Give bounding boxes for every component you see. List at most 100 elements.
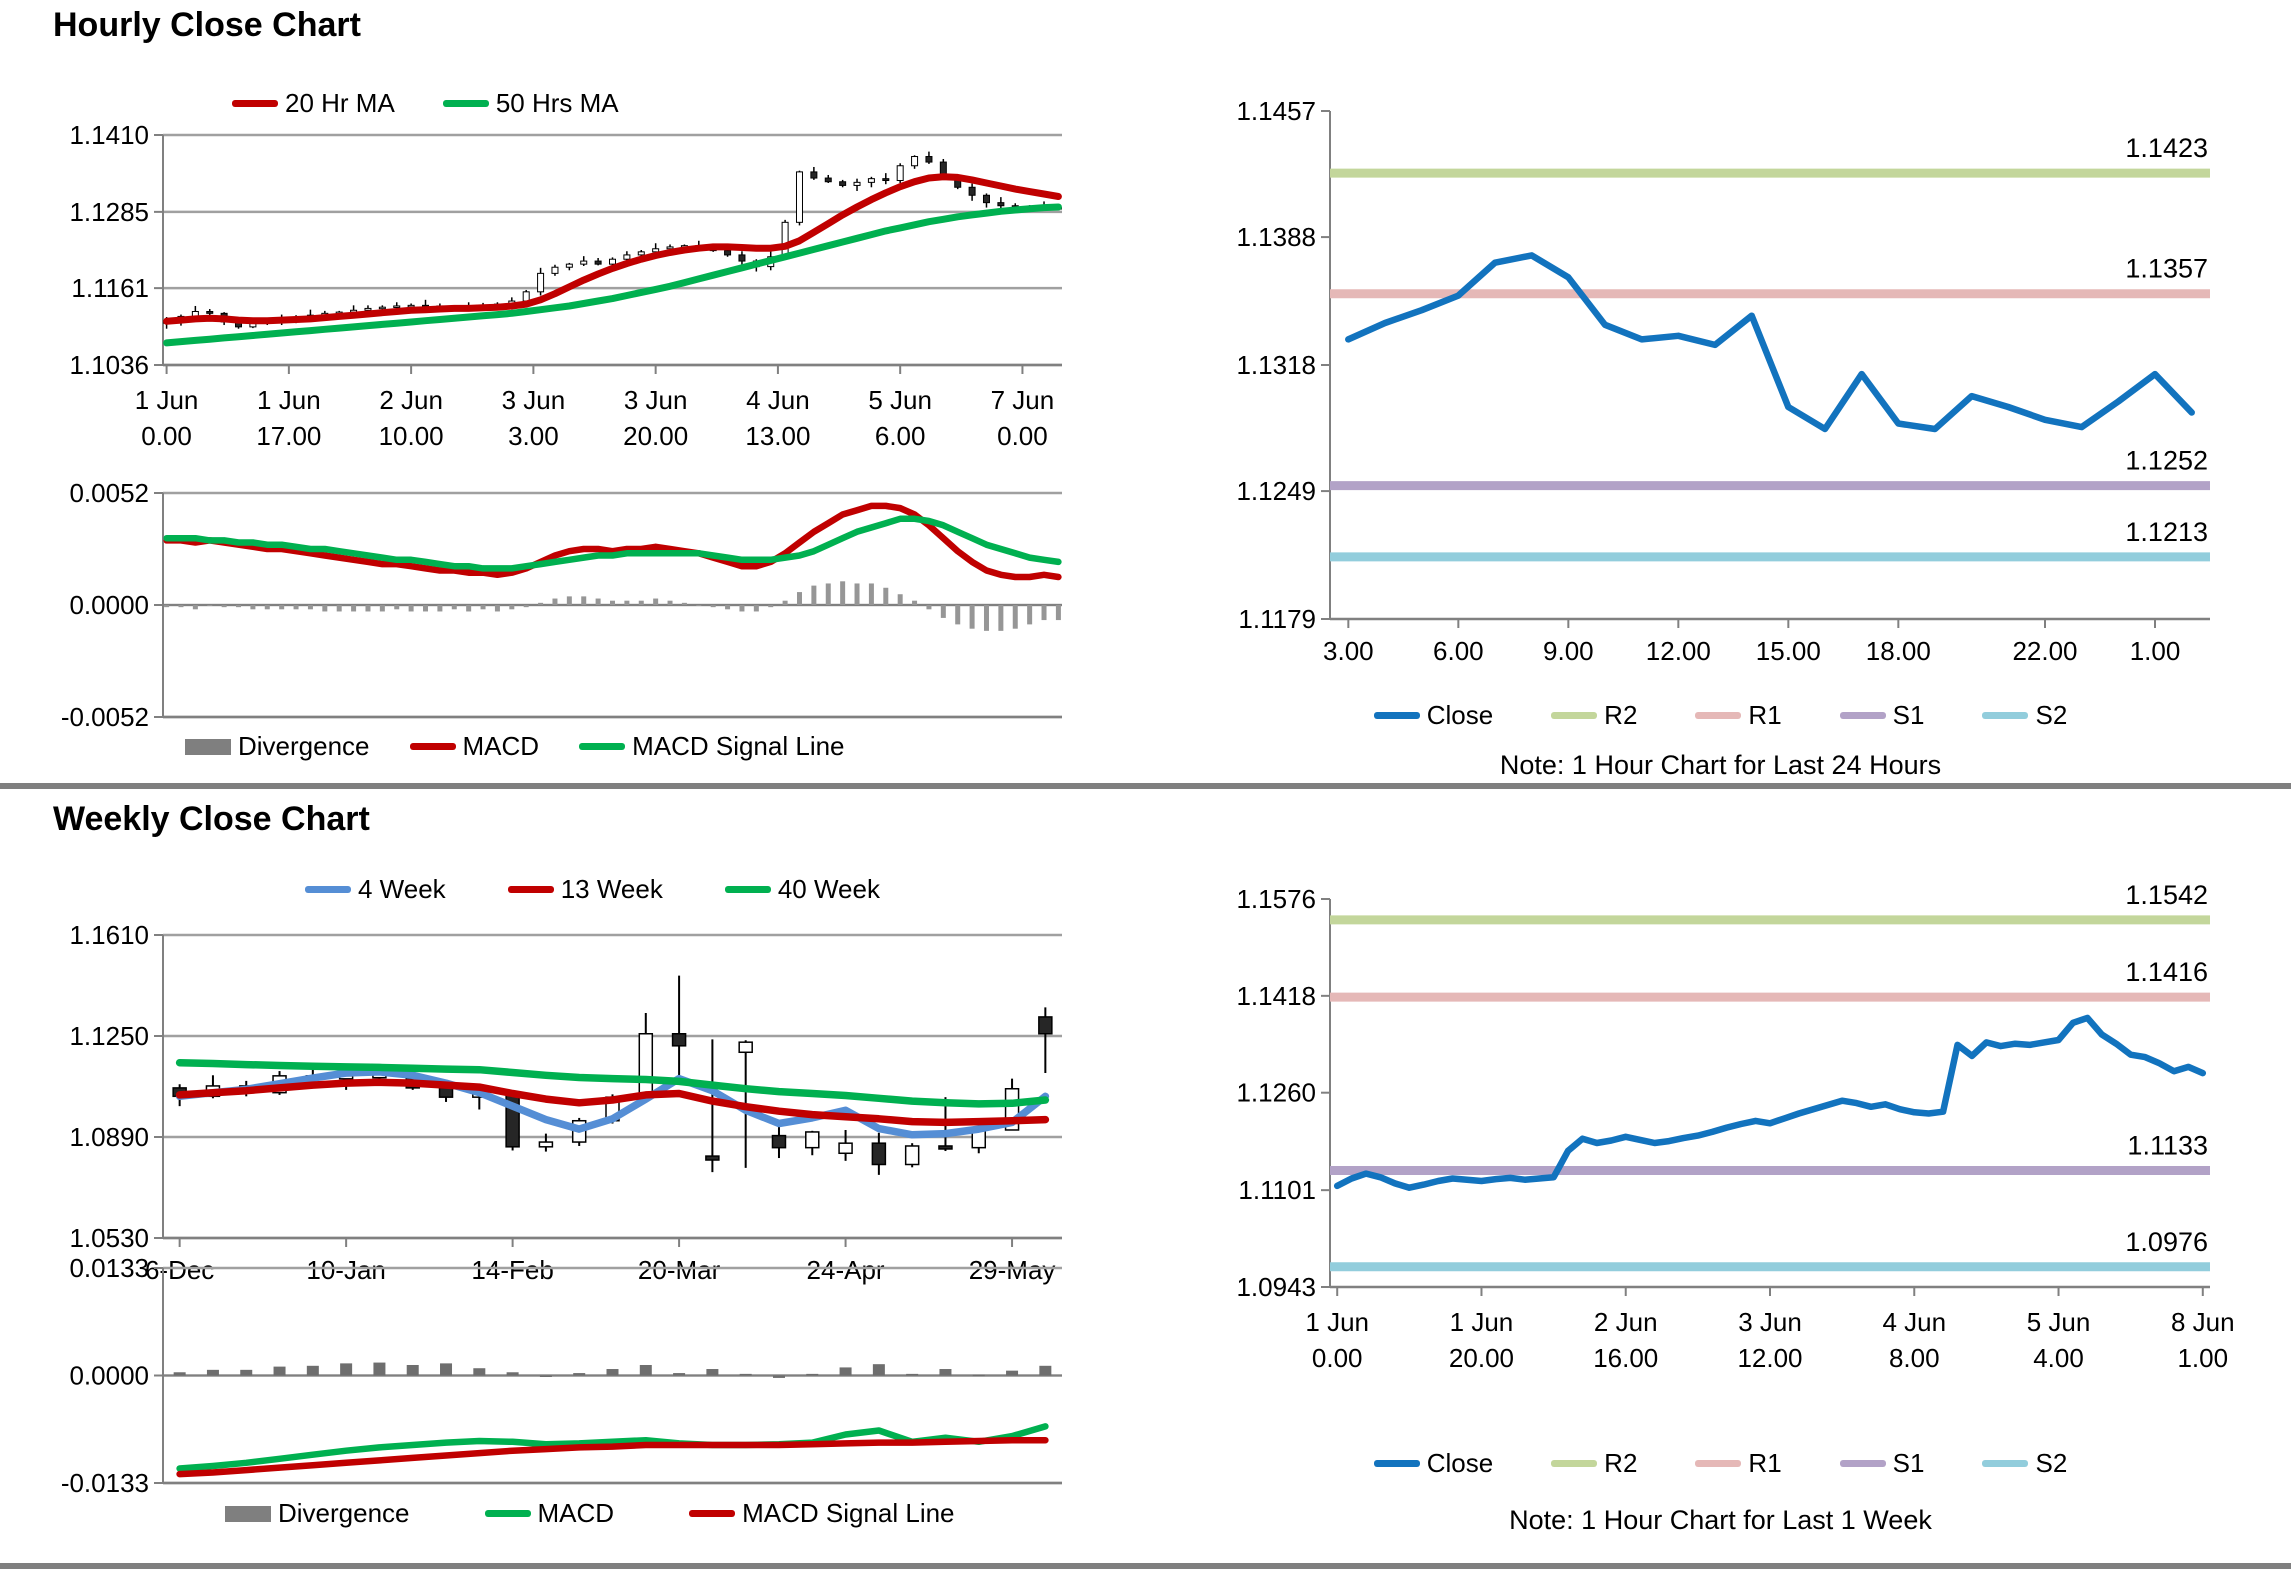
divergence-bar <box>336 605 342 612</box>
divergence-bar <box>595 598 601 605</box>
candle-body <box>724 250 732 256</box>
divergence-bar <box>423 605 429 612</box>
divergence-bar <box>673 1373 686 1376</box>
x-tick-date: 1 Jun <box>1305 1307 1369 1337</box>
x-tick-label: 24-Apr <box>807 1255 885 1285</box>
legend-item-close: Close <box>1373 700 1493 731</box>
legend-label: S1 <box>1892 1448 1925 1478</box>
divergence-bar <box>839 1367 852 1376</box>
divergence-bar <box>940 605 946 618</box>
y-tick-label: 1.0530 <box>69 1223 149 1253</box>
legend-swatch-line <box>1839 712 1886 719</box>
divergence-bar <box>406 1364 419 1376</box>
divergence-bar <box>883 587 889 605</box>
x-tick-date: 2 Jun <box>1594 1307 1658 1337</box>
weekly-intraday-chart: 1.1576 1.1418 1.1260 1.1101 1.0943 1 Jun 0.00 1… <box>1236 880 2235 1373</box>
legend-swatch-line <box>232 100 278 107</box>
candle-body <box>623 254 631 260</box>
x-tick-date: 5 Jun <box>2027 1307 2091 1337</box>
divergence-bar <box>796 592 802 605</box>
y-tick-label: 1.1260 <box>1236 1078 1316 1108</box>
divergence-bar <box>273 1366 286 1376</box>
candle-body <box>637 251 645 256</box>
bottom-divider <box>0 1563 2291 1569</box>
x-tick-date: 7 Jun <box>991 385 1055 415</box>
y-tick-label: 1.1101 <box>1238 1175 1316 1205</box>
x-tick-time: 20.00 <box>1449 1343 1514 1373</box>
legend-swatch-line <box>1982 712 2029 719</box>
divergence-bar <box>912 600 918 605</box>
x-tick-label: 15.00 <box>1756 636 1821 666</box>
intraday-1week-note: Note: 1 Hour Chart for Last 1 Week <box>1509 1505 1932 1535</box>
legend-swatch-line <box>507 886 554 893</box>
candle-body <box>925 156 933 163</box>
legend-label: R1 <box>1748 700 1782 730</box>
divergence-bar <box>868 583 874 605</box>
divergence-bar <box>573 1373 586 1376</box>
divergence-bar <box>653 598 659 605</box>
candle-body <box>393 305 401 308</box>
y-tick-label: 1.1036 <box>69 350 149 380</box>
legend-label: R2 <box>1604 1448 1638 1478</box>
week40-line <box>175 1058 1050 1108</box>
candle-body <box>795 171 803 223</box>
divergence-bar <box>207 605 213 606</box>
legend-swatch-line <box>1839 1460 1886 1467</box>
hourly-macd-chart: 0.0052 0.0000 -0.0052 <box>61 478 1062 732</box>
divergence-bar <box>351 605 357 612</box>
divergence-bar <box>178 605 184 608</box>
divergence-bar <box>782 600 788 605</box>
divergence-bar <box>955 605 961 625</box>
candle-body <box>580 260 588 265</box>
divergence-bar <box>1012 605 1018 629</box>
divergence-bar <box>506 1372 519 1376</box>
divergence-bar <box>696 605 702 606</box>
legend-item-close: Close <box>1373 1448 1493 1479</box>
weekly-section-title: Weekly Close Chart <box>53 800 370 838</box>
legend-item-divergence: Divergence <box>185 731 370 762</box>
legend-swatch-line <box>689 1510 736 1517</box>
x-tick-time: 1.00 <box>2177 1343 2228 1373</box>
intraday-24h-note: Note: 1 Hour Chart for Last 24 Hours <box>1499 750 1942 780</box>
y-tick-label: 1.1250 <box>69 1021 149 1051</box>
x-tick-time: 0.00 <box>141 421 192 451</box>
divergence-bar <box>523 605 529 608</box>
divergence-bar <box>768 605 774 608</box>
legend-swatch-line <box>579 743 626 750</box>
y-tick-label: 1.0890 <box>69 1122 149 1152</box>
x-tick-label: 12.00 <box>1646 636 1711 666</box>
legend-swatch-line <box>484 1510 531 1517</box>
legend-swatch-line <box>305 886 351 893</box>
y-tick-label: 0.0052 <box>69 478 149 508</box>
y-tick-label: 0.0000 <box>69 1361 149 1391</box>
candle-body <box>551 266 559 274</box>
legend-label: 20 Hr MA <box>285 88 395 118</box>
divergence-bar <box>725 605 731 610</box>
divergence-bar <box>939 1369 952 1376</box>
candle-body <box>771 1134 787 1149</box>
x-tick-date: 8 Jun <box>2171 1307 2235 1337</box>
candle-body <box>522 291 530 302</box>
ma20-line <box>163 173 1062 325</box>
legend-item-macd-signal-line: MACD Signal Line <box>689 1498 955 1529</box>
candle-body <box>652 248 660 253</box>
x-tick-date: 1 Jun <box>257 385 321 415</box>
y-tick-label: 1.1610 <box>69 920 149 950</box>
divergence-bar <box>706 1369 719 1376</box>
legend-swatch-line <box>1982 1460 2029 1467</box>
divergence-bar <box>494 605 500 612</box>
level-label-r2: 1.1423 <box>2125 133 2208 163</box>
legend-item-macd: MACD <box>484 1498 614 1529</box>
x-tick-time: 0.00 <box>1312 1343 1363 1373</box>
legend-swatch-line <box>409 743 456 750</box>
candle-body <box>206 310 214 314</box>
x-tick-time: 0.00 <box>997 421 1048 451</box>
divergence-bar <box>1041 605 1047 621</box>
divergence-bar <box>538 602 544 605</box>
legend-item-40-week: 40 Week <box>724 874 880 905</box>
legend-item-s2: S2 <box>1982 700 2067 731</box>
divergence-bar <box>164 605 170 608</box>
divergence-bar <box>1055 605 1061 621</box>
candle-body <box>838 1142 853 1155</box>
